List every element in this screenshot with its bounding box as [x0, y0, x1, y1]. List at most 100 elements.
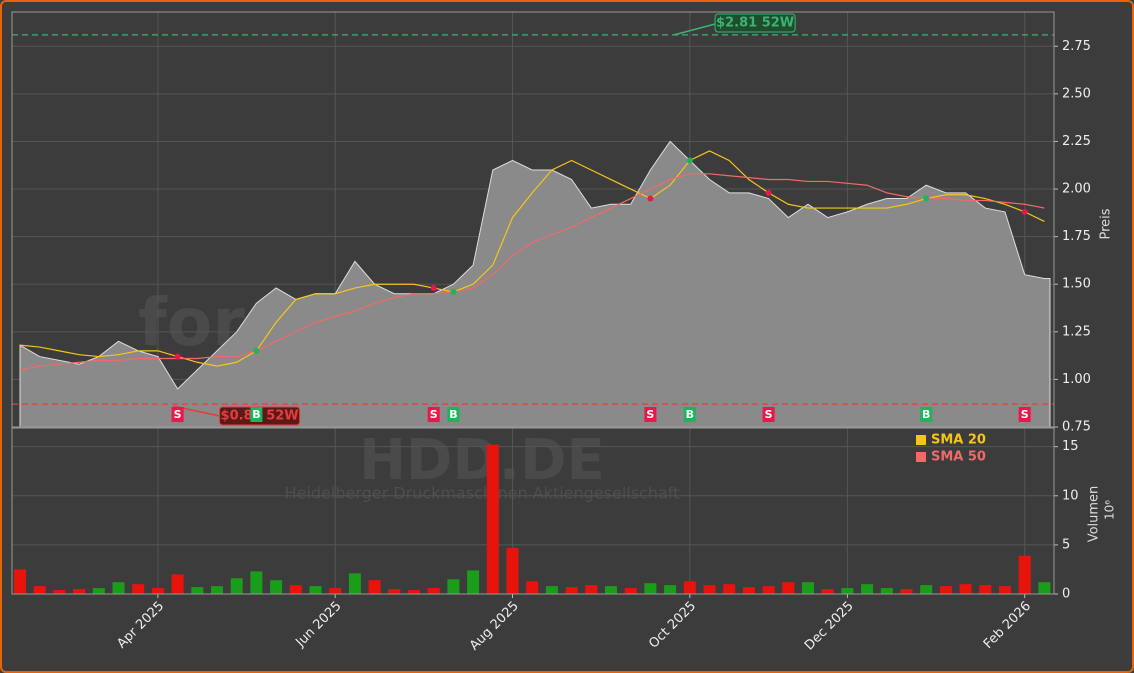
- signal-dot: [923, 195, 930, 202]
- signal-label: B: [686, 408, 694, 421]
- y-axis-label: Preis: [1099, 208, 1114, 239]
- volume-bar: [211, 586, 223, 594]
- signal-label: B: [252, 408, 260, 421]
- signal-marker: [250, 407, 263, 422]
- volume-bar: [447, 579, 460, 594]
- signal-dot: [450, 288, 457, 295]
- volume-bar: [151, 588, 164, 594]
- signal-label: S: [430, 408, 438, 421]
- y2-axis-label: Volumen: [1087, 486, 1102, 543]
- annotation-box: [714, 13, 796, 33]
- volume-bar: [368, 580, 381, 594]
- volume-bar: [999, 586, 1011, 594]
- x-tick-label: Aug 2025: [467, 599, 522, 654]
- volume-bar: [171, 574, 184, 594]
- signal-dot: [765, 189, 772, 196]
- y-tick-label: 1.00: [1062, 372, 1091, 387]
- y-tick-label: 2.25: [1062, 134, 1091, 149]
- signal-label: S: [174, 408, 182, 421]
- signal-label: S: [1021, 408, 1029, 421]
- y-tick-label: 2.00: [1062, 182, 1091, 197]
- volume-bar: [979, 585, 992, 594]
- y2-tick-label: 5: [1062, 537, 1070, 552]
- volume-bar: [73, 589, 86, 594]
- volume-bar: [329, 588, 342, 594]
- legend-swatch: [916, 435, 926, 445]
- signal-label: B: [449, 408, 457, 421]
- annotation-arrow: [673, 23, 716, 36]
- volume-bar: [880, 588, 893, 594]
- volume-bar: [408, 590, 420, 594]
- volume-bar: [14, 569, 26, 594]
- signal-label: S: [765, 408, 773, 421]
- y2-tick-label: 10: [1062, 488, 1079, 503]
- volume-bar: [920, 585, 933, 594]
- volume-bar: [644, 583, 657, 594]
- x-tick-label: Feb 2026: [981, 599, 1034, 652]
- volume-bar: [250, 571, 263, 594]
- company: Heidelberger Druckmaschinen Aktiengesell…: [285, 484, 680, 503]
- signal-marker: [1018, 407, 1031, 422]
- volume-bar: [861, 584, 874, 594]
- volume-bar: [53, 590, 66, 594]
- plot-frame: [11, 11, 1055, 428]
- y2-tick-label: 15: [1062, 439, 1079, 454]
- volume-bar: [348, 573, 361, 594]
- signal-marker: [762, 407, 775, 422]
- sma-line: [19, 150, 1045, 367]
- volume-bar: [467, 570, 480, 594]
- legend-label: SMA 20: [931, 433, 986, 448]
- volume-bar: [664, 585, 677, 594]
- y-tick-label: 1.75: [1062, 229, 1091, 244]
- x-tick-label: Oct 2025: [646, 599, 699, 652]
- signal-dot: [174, 353, 181, 360]
- signal-marker: [920, 407, 933, 422]
- volume-bar: [683, 581, 696, 594]
- signal-dot: [1021, 208, 1028, 215]
- volume-bar: [841, 588, 854, 594]
- volume-bar: [1038, 582, 1051, 594]
- volume-bar: [959, 584, 972, 594]
- x-tick-label: Jun 2025: [293, 599, 345, 651]
- x-tick-label: Dec 2025: [802, 599, 857, 654]
- volume-bar: [762, 586, 775, 594]
- sma-line: [19, 173, 1045, 371]
- volume-bar: [309, 586, 322, 594]
- annotation: $2.81 52W: [716, 16, 794, 31]
- signal-dot: [647, 195, 654, 202]
- signal-marker: [427, 407, 440, 422]
- volume-bar: [289, 585, 302, 594]
- plot-frame: [11, 427, 1055, 595]
- y2-unit: 10⁶: [1103, 500, 1117, 520]
- volume-bar: [821, 589, 834, 594]
- signal-dot: [253, 347, 260, 354]
- y-tick-label: 2.50: [1062, 86, 1091, 101]
- y-tick-label: 1.25: [1062, 324, 1091, 339]
- signal-marker: [447, 407, 460, 422]
- volume-bar: [526, 581, 539, 594]
- y-tick-label: 0.75: [1062, 420, 1091, 435]
- signal-marker: [644, 407, 657, 422]
- volume-bar: [802, 582, 814, 594]
- volume-bar: [939, 586, 952, 594]
- volume-bar: [900, 589, 913, 594]
- y2-tick-label: 0: [1062, 587, 1070, 602]
- volume-bar: [605, 586, 617, 594]
- volume-bar: [565, 587, 578, 594]
- signal-label: B: [922, 408, 930, 421]
- legend-swatch: [916, 452, 926, 462]
- x-tick-label: Apr 2025: [114, 599, 167, 652]
- volume-bar: [270, 580, 283, 594]
- signal-marker: [171, 407, 184, 422]
- volume-bar: [624, 588, 637, 594]
- volume-bar: [1018, 555, 1031, 594]
- volume-bar: [486, 444, 499, 594]
- volume-bar: [703, 585, 716, 594]
- ticker: HDD.DE: [359, 428, 605, 493]
- volume-bar: [545, 586, 558, 594]
- volume-bar: [33, 586, 46, 594]
- signal-dot: [686, 157, 693, 164]
- volume-bar: [191, 587, 204, 594]
